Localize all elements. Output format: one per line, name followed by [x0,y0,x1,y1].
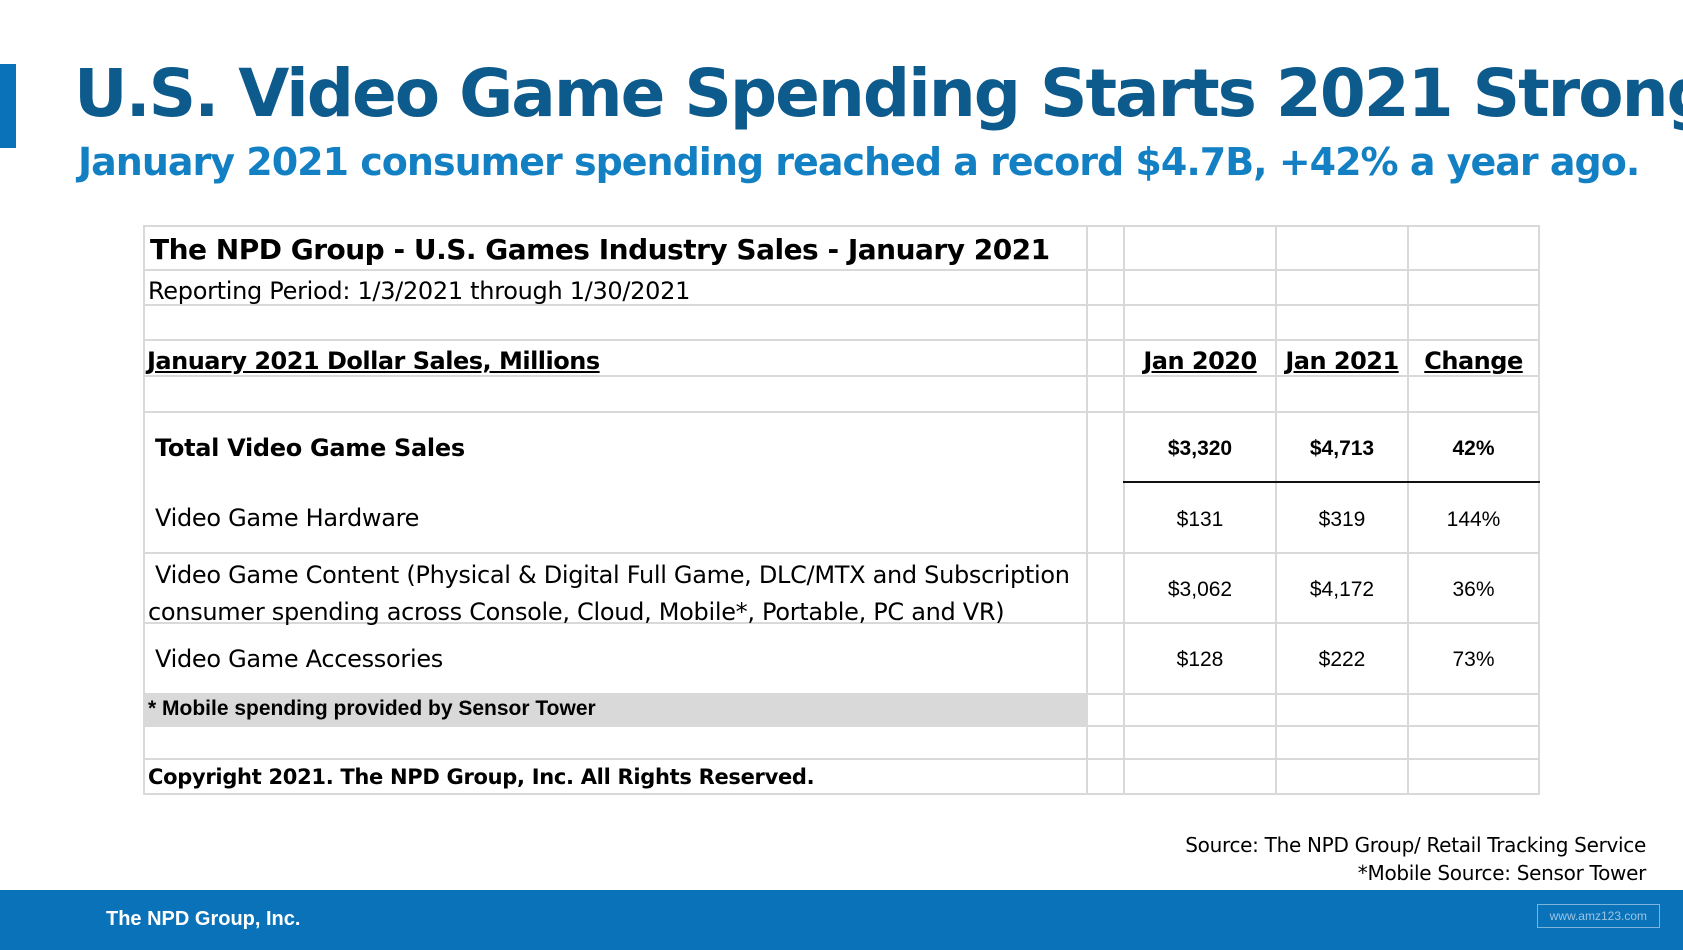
grid-line [1086,225,1088,795]
grid-line [143,225,1540,227]
sales-table: The NPD Group - U.S. Games Industry Sale… [143,225,1540,795]
row-label-total: Total Video Game Sales [155,434,465,462]
cell-accessories-change: 73% [1452,648,1495,671]
row-label-hardware: Video Game Hardware [155,504,420,532]
slide-subtitle: January 2021 consumer spending reached a… [78,140,1640,184]
cell-accessories-jan-2020: $128 [1176,648,1224,671]
source-line-2: *Mobile Source: Sensor Tower [1357,861,1647,885]
grid-line [143,304,1540,306]
grid-line [143,693,1540,695]
grid-line [1407,225,1409,795]
cell-hardware-change: 144% [1446,508,1501,531]
cell-total-change: 42% [1452,437,1495,460]
left-accent-bar [0,64,16,148]
grid-line [143,793,1540,795]
table-title: The NPD Group - U.S. Games Industry Sale… [150,233,1050,266]
grid-line [143,552,1540,554]
column-header-jan-2021: Jan 2021 [1285,347,1399,375]
grid-line [143,725,1540,727]
grid-line [1123,225,1125,795]
footer-bar: The NPD Group, Inc. www.amz123.com [0,890,1683,950]
row-label-content-line1: Video Game Content (Physical & Digital F… [155,561,1070,589]
cell-total-jan-2021: $4,713 [1309,437,1375,460]
grid-line [143,622,1540,624]
grid-line [143,339,1540,341]
mobile-note: * Mobile spending provided by Sensor Tow… [148,697,596,720]
cell-hardware-jan-2021: $319 [1318,508,1366,531]
cell-content-jan-2021: $4,172 [1309,578,1375,601]
source-note: Source: The NPD Group/ Retail Tracking S… [1185,831,1646,887]
cell-total-jan-2020: $3,320 [1167,437,1233,460]
grid-line [143,411,1540,413]
row-label-accessories: Video Game Accessories [155,645,443,673]
source-line-1: Source: The NPD Group/ Retail Tracking S… [1185,833,1646,857]
section-header: January 2021 Dollar Sales, Millions [147,347,600,375]
grid-line [143,375,1540,377]
total-row-rule [1123,481,1540,483]
cell-accessories-jan-2021: $222 [1318,648,1366,671]
row-label-content-line2: consumer spending across Console, Cloud,… [148,598,1005,626]
reporting-period: Reporting Period: 1/3/2021 through 1/30/… [148,277,691,305]
cell-content-jan-2020: $3,062 [1167,578,1233,601]
grid-line [143,225,145,795]
column-header-change: Change [1424,347,1523,375]
grid-line [143,269,1540,271]
column-header-jan-2020: Jan 2020 [1143,347,1257,375]
watermark: www.amz123.com [1536,904,1660,928]
grid-line [1538,225,1540,795]
footer-brand: The NPD Group, Inc. [106,908,301,930]
note-row-shade [145,695,1087,726]
row-label-content: Video Game Content (Physical & Digital F… [148,557,1078,631]
grid-line [143,758,1540,760]
cell-content-change: 36% [1452,578,1495,601]
cell-hardware-jan-2020: $131 [1176,508,1224,531]
slide-title: U.S. Video Game Spending Starts 2021 Str… [74,55,1683,132]
grid-line [1275,225,1277,795]
copyright-text: Copyright 2021. The NPD Group, Inc. All … [148,765,815,789]
